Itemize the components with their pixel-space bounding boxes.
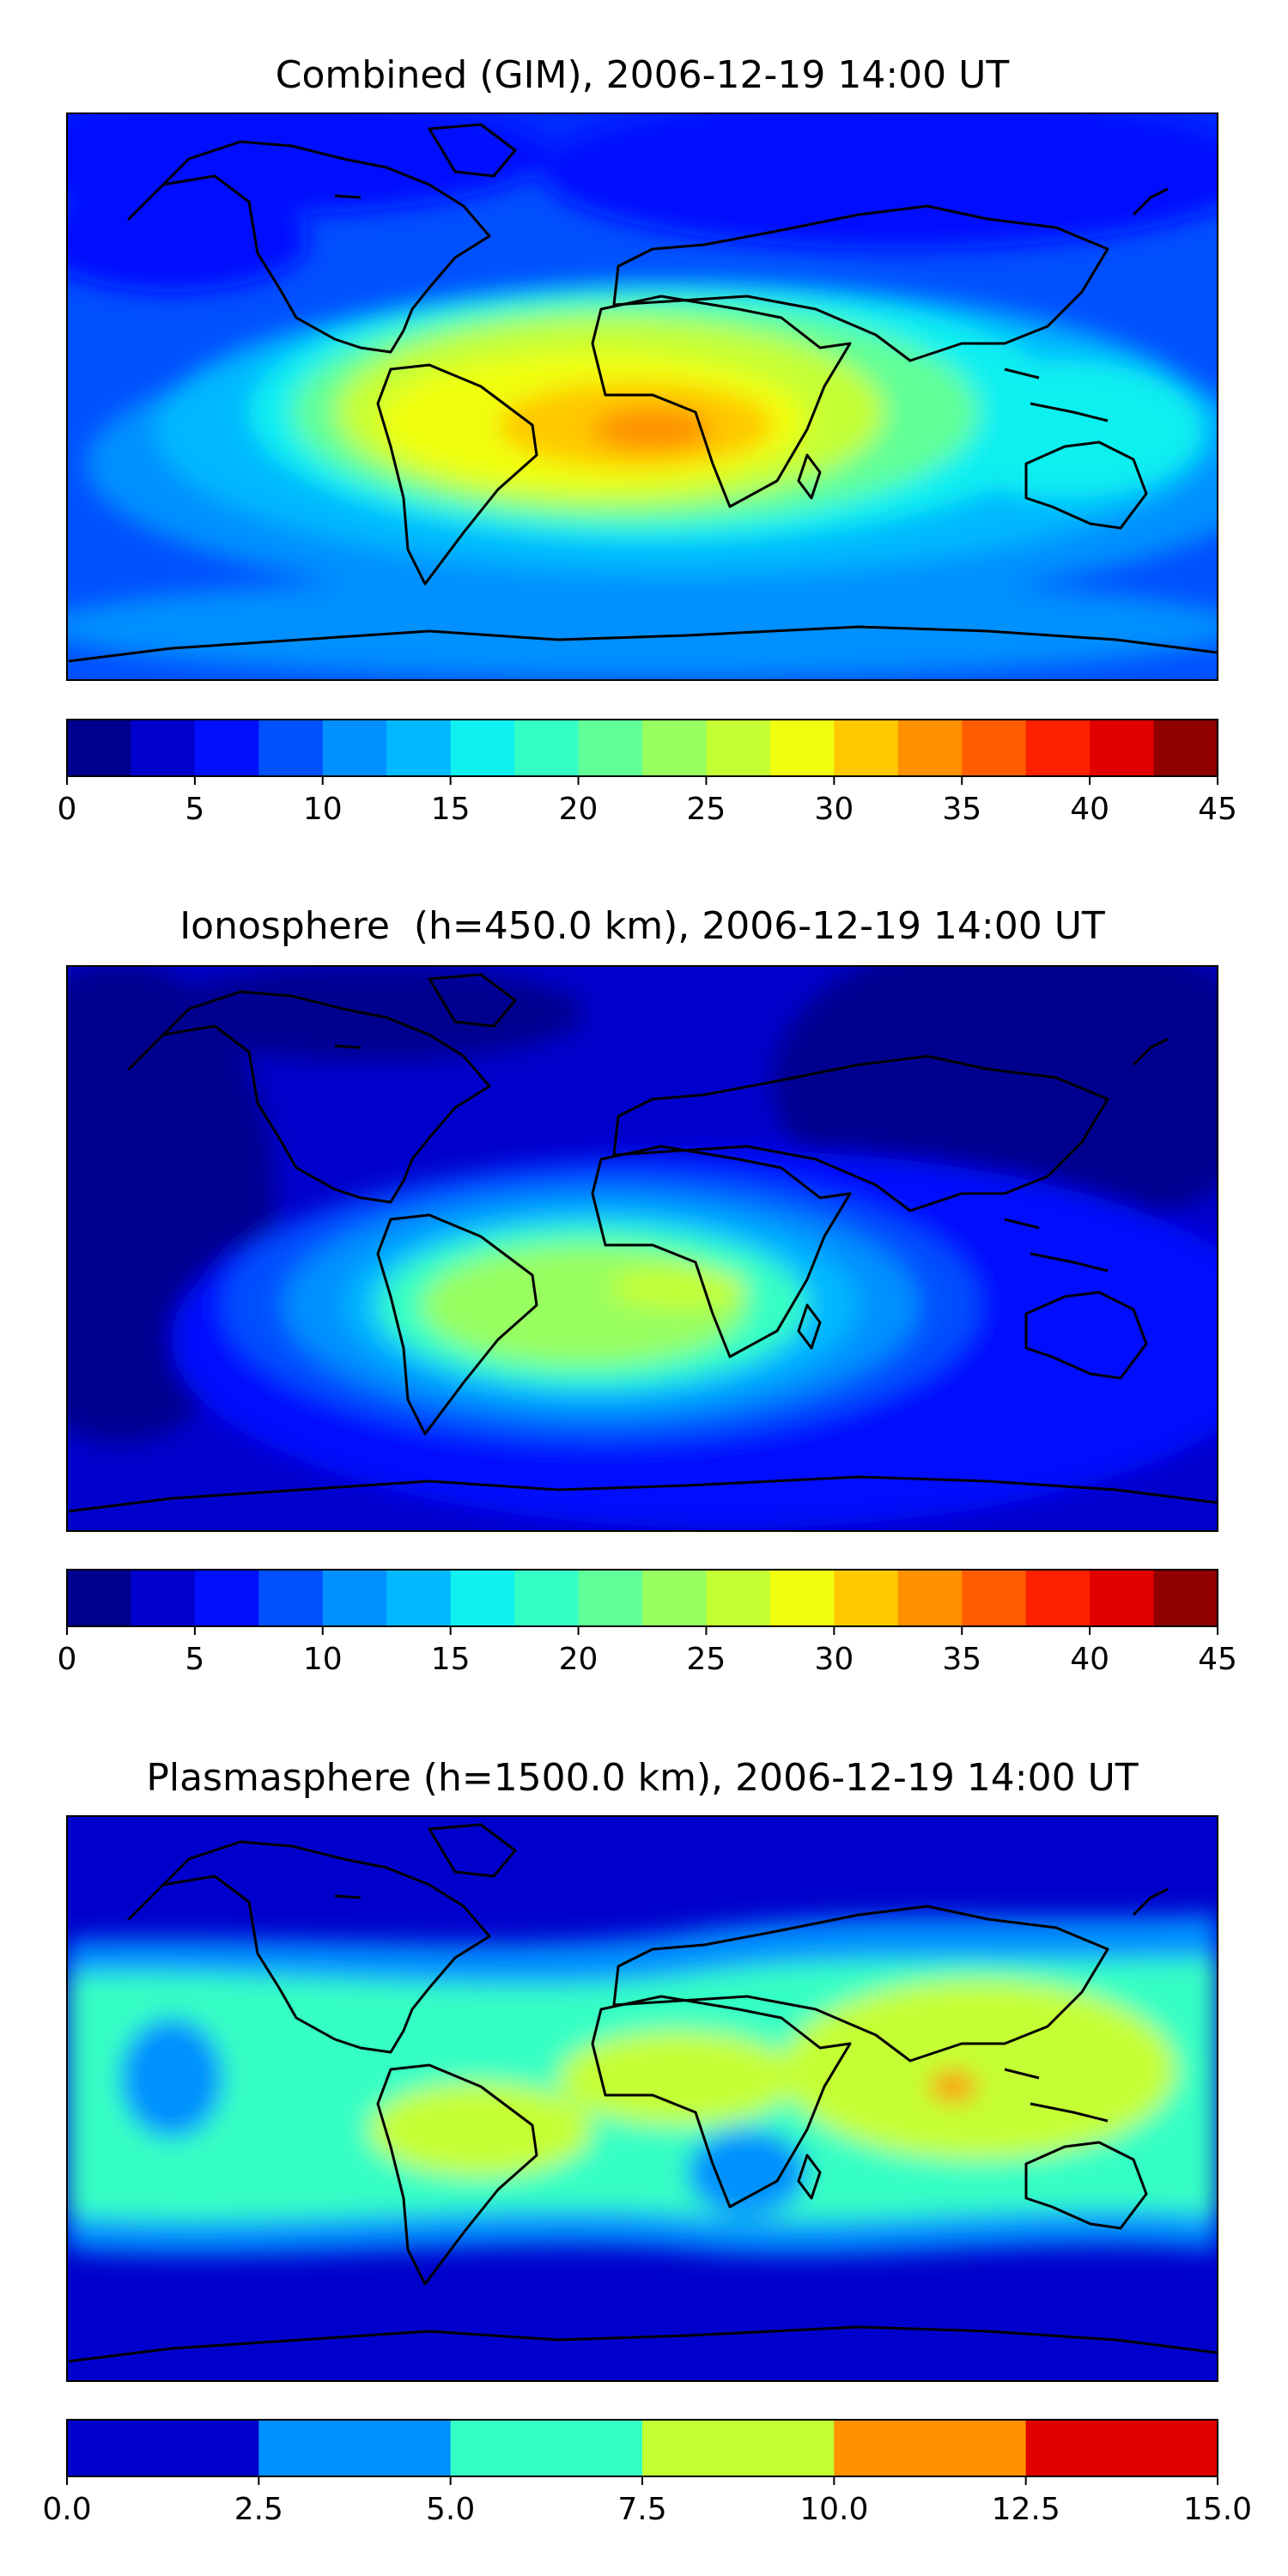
colorbar-tick-label: 30: [814, 792, 854, 827]
colorbar-cell: [1090, 1570, 1155, 1626]
colorbar-cell: [834, 720, 899, 776]
colorbar-tick-label: 20: [559, 792, 598, 827]
colorbar-cell: [194, 720, 259, 776]
colorbar-cell: [322, 720, 387, 776]
panel-plasmasphere: Plasmasphere (h=1500.0 km), 2006-12-19 1…: [42, 1756, 1252, 2527]
colorbar-cell: [1025, 1570, 1091, 1626]
coastlines: [68, 973, 1218, 1513]
colorbar-tick-label: 5: [185, 792, 204, 827]
map-frame: [66, 965, 1218, 1532]
coastlines: [68, 1823, 1218, 2363]
colorbar-cell: [386, 720, 452, 776]
chart-title: Ionosphere (h=450.0 km), 2006-12-19 14:0…: [179, 904, 1105, 948]
colorbar-cell: [386, 1570, 452, 1626]
colorbar-tick-label: 10: [303, 1642, 343, 1677]
map-plot: [67, 113, 1218, 680]
colorbar-cell: [578, 720, 643, 776]
map-plot: [67, 1816, 1218, 2381]
colorbar-cell: [1153, 720, 1218, 776]
colorbar-cell: [769, 1570, 835, 1626]
colorbar-cell: [642, 720, 707, 776]
colorbar-tick-label: 15: [431, 792, 471, 827]
colorbar-cell: [1025, 720, 1091, 776]
colorbar-ionosphere: 0 5 10 15 20 25 30 35 40 45: [58, 1569, 1237, 1677]
panel-combined: Combined (GIM), 2006-12-19 14:00 UT: [58, 53, 1237, 827]
colorbar-cell: [897, 720, 963, 776]
colorbar-tick-label: 15: [431, 1642, 471, 1677]
colorbar-tick-label: 2.5: [234, 2492, 283, 2527]
colorbar-cell: [1090, 720, 1155, 776]
colorbar-tick-label: 10: [303, 792, 343, 827]
colorbar-cell: [897, 1570, 963, 1626]
coastlines: [68, 123, 1218, 663]
colorbar-cell: [578, 1570, 643, 1626]
colorbar-cell: [258, 1570, 324, 1626]
colorbar-tick-label: 25: [687, 792, 726, 827]
colorbar-cell: [450, 2420, 643, 2476]
colorbar-tick-label: 5: [185, 1642, 204, 1677]
panel-ionosphere: Ionosphere (h=450.0 km), 2006-12-19 14:0…: [58, 904, 1237, 1677]
colorbar-cell: [131, 720, 196, 776]
map-plot: [67, 966, 1218, 1531]
colorbar-combined: 0 5 10 15 20 25 30 35 40 45: [58, 719, 1237, 827]
colorbar-tick-label: 45: [1198, 1642, 1237, 1677]
colorbar-cell: [1025, 2420, 1218, 2476]
colorbar-cell: [1153, 1570, 1218, 1626]
colorbar-tick-label: 10.0: [799, 2492, 868, 2527]
colorbar-cell: [450, 720, 515, 776]
chart-title: Combined (GIM), 2006-12-19 14:00 UT: [276, 53, 1010, 97]
colorbar-cell: [67, 1570, 131, 1626]
colorbar-tick-label: 5.0: [426, 2492, 475, 2527]
colorbar-cell: [258, 2420, 452, 2476]
colorbar-cell: [706, 1570, 771, 1626]
map-frame: [66, 1815, 1218, 2382]
colorbar-tick-label: 12.5: [992, 2492, 1060, 2527]
colorbar-tick-label: 20: [559, 1642, 598, 1677]
colorbar-tick-label: 35: [942, 1642, 981, 1677]
colorbar-tick-label: 25: [687, 1642, 726, 1677]
colorbar-cell: [131, 1570, 196, 1626]
colorbar-cell: [258, 720, 324, 776]
colorbar-tick-label: 15.0: [1183, 2492, 1252, 2527]
colorbar-tick-label: 45: [1198, 792, 1237, 827]
colorbar-cell: [769, 720, 835, 776]
colorbar-tick-label: 35: [942, 792, 981, 827]
colorbar-tick-label: 7.5: [617, 2492, 666, 2527]
colorbar-cell: [834, 1570, 899, 1626]
colorbar-cell: [450, 1570, 515, 1626]
colorbar-cell: [322, 1570, 387, 1626]
colorbar-tick-label: 0: [58, 792, 77, 827]
colorbar-cell: [67, 2420, 259, 2476]
colorbar-tick-label: 40: [1070, 792, 1109, 827]
colorbar-tick-label: 0.0: [42, 2492, 91, 2527]
colorbar-tick-label: 30: [814, 1642, 854, 1677]
colorbar-cell: [67, 720, 131, 776]
colorbar-cell: [834, 2420, 1027, 2476]
colorbar-cell: [514, 1570, 580, 1626]
colorbar-tick-label: 40: [1070, 1642, 1109, 1677]
colorbar-cell: [962, 1570, 1027, 1626]
colorbar-plasmasphere: 0.0 2.5 5.0 7.5 10.0 12.5 15.0: [42, 2419, 1252, 2527]
colorbar-cell: [194, 1570, 259, 1626]
colorbar-cell: [514, 720, 580, 776]
colorbar-tick-label: 0: [58, 1642, 77, 1677]
colorbar-cell: [642, 1570, 707, 1626]
colorbar-cell: [642, 2420, 835, 2476]
map-frame: [66, 112, 1218, 681]
colorbar-cell: [962, 720, 1027, 776]
colorbar-cell: [706, 720, 771, 776]
chart-title: Plasmasphere (h=1500.0 km), 2006-12-19 1…: [146, 1756, 1138, 1800]
